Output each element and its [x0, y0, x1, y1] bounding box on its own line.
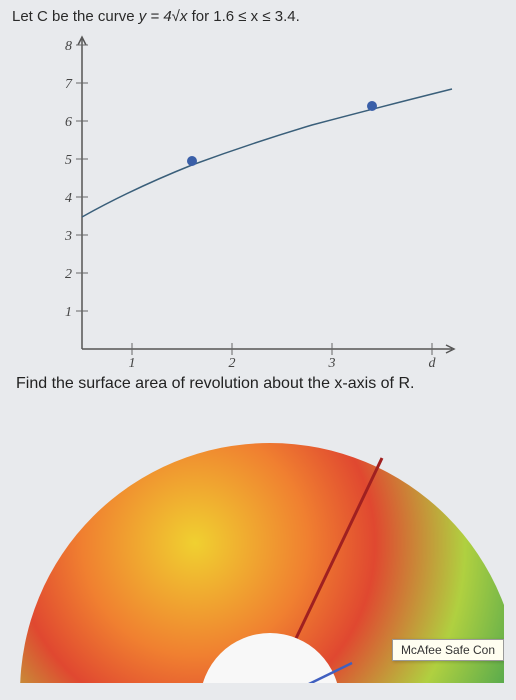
ytick-3: 3: [64, 229, 72, 244]
revolution-figure: McAfee Safe Con: [12, 403, 504, 683]
ytick-7: 7: [65, 77, 73, 92]
problem-equation: y = 4√x: [139, 8, 188, 25]
xtick-4: d: [429, 356, 437, 369]
tooltip-text: McAfee Safe Con: [401, 643, 495, 657]
question-text: Find the surface area of revolution abou…: [16, 375, 504, 393]
curve-path: [82, 89, 452, 217]
x-tick-labels: 1 2 3 d: [129, 356, 437, 369]
ytick-5: 5: [65, 153, 72, 168]
mcafee-tooltip: McAfee Safe Con: [392, 639, 504, 661]
xtick-3: 3: [328, 356, 336, 369]
problem-statement: Let C be the curve y = 4√x for 1.6 ≤ x ≤…: [12, 8, 504, 25]
ytick-2: 2: [65, 267, 72, 282]
problem-prefix: Let C be the curve: [12, 8, 139, 25]
y-tick-labels: 1 2 3 4 5 6 7 8: [64, 39, 73, 320]
xtick-1: 1: [129, 356, 136, 369]
ytick-6: 6: [65, 115, 72, 130]
chart-svg: 1 2 3 4 5 6 7 8 1 2 3 d: [42, 29, 462, 369]
problem-range: for 1.6 ≤ x ≤ 3.4.: [187, 8, 299, 25]
curve-end-point: [367, 101, 377, 111]
ytick-4: 4: [65, 191, 72, 206]
xtick-2: 2: [229, 356, 236, 369]
curve-chart: 1 2 3 4 5 6 7 8 1 2 3 d: [42, 29, 462, 369]
ytick-1: 1: [65, 305, 72, 320]
ytick-8: 8: [65, 39, 72, 54]
curve-start-point: [187, 156, 197, 166]
